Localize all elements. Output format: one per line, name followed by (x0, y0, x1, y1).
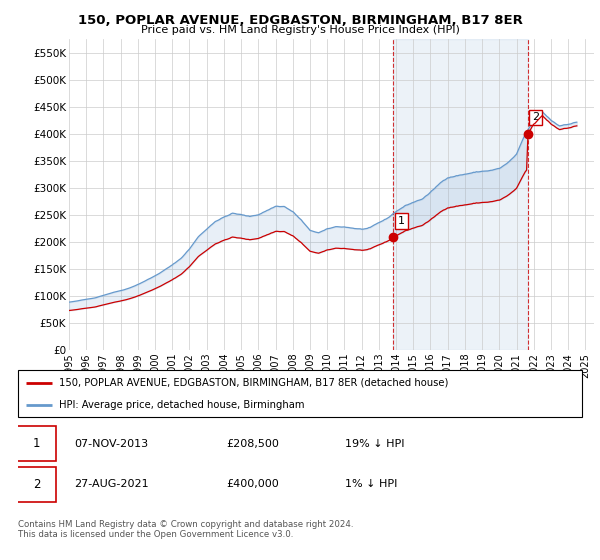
Text: £400,000: £400,000 (227, 479, 280, 489)
Text: 150, POPLAR AVENUE, EDGBASTON, BIRMINGHAM, B17 8ER: 150, POPLAR AVENUE, EDGBASTON, BIRMINGHA… (77, 14, 523, 27)
Text: Contains HM Land Registry data © Crown copyright and database right 2024.
This d: Contains HM Land Registry data © Crown c… (18, 520, 353, 539)
Text: 1: 1 (398, 216, 405, 226)
Text: 2: 2 (532, 112, 539, 122)
FancyBboxPatch shape (17, 467, 56, 502)
Bar (394, 39, 528, 350)
Text: 07-NOV-2013: 07-NOV-2013 (74, 438, 149, 449)
Text: 2: 2 (33, 478, 40, 491)
Text: 150, POPLAR AVENUE, EDGBASTON, BIRMINGHAM, B17 8ER (detached house): 150, POPLAR AVENUE, EDGBASTON, BIRMINGHA… (59, 378, 449, 388)
Text: 1: 1 (33, 437, 40, 450)
FancyBboxPatch shape (18, 370, 582, 417)
Text: 19% ↓ HPI: 19% ↓ HPI (345, 438, 404, 449)
Text: £208,500: £208,500 (227, 438, 280, 449)
Text: HPI: Average price, detached house, Birmingham: HPI: Average price, detached house, Birm… (59, 400, 305, 410)
Text: 27-AUG-2021: 27-AUG-2021 (74, 479, 149, 489)
Text: 1% ↓ HPI: 1% ↓ HPI (345, 479, 397, 489)
FancyBboxPatch shape (17, 426, 56, 461)
Text: Price paid vs. HM Land Registry's House Price Index (HPI): Price paid vs. HM Land Registry's House … (140, 25, 460, 35)
